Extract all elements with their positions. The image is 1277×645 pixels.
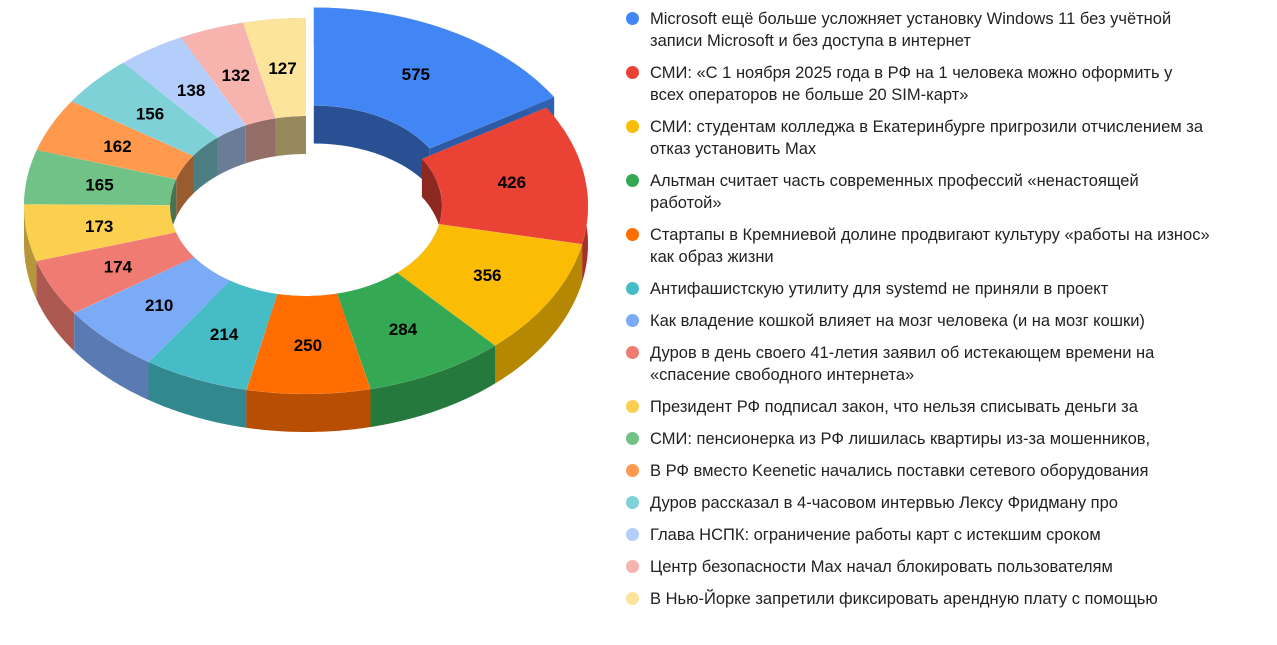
slice-value-label-10: 162 [103,137,131,156]
slice-inner-wall-1 [421,158,442,263]
slice-outer-wall-5 [148,362,247,428]
legend-label: Microsoft ещё больше усложняет установку… [650,10,1172,50]
slice-value-label-6: 210 [145,296,173,315]
legend-item-0[interactable]: Microsoft ещё больше усложняет установку… [626,8,1266,52]
legend-item-3[interactable]: Альтман считает часть современных профес… [626,170,1266,214]
slice-value-label-8: 173 [85,217,113,236]
legend-label: Дуров в день своего 41-летия заявил об и… [650,344,1155,384]
legend-label: СМИ: студентам колледжа в Екатеринбурге … [650,118,1203,158]
legend-item-4[interactable]: Стартапы в Кремниевой долине продвигают … [626,224,1266,268]
legend-color-dot-icon [626,496,639,509]
slice-value-label-13: 132 [222,66,250,85]
slice-value-label-7: 174 [104,258,133,277]
legend-color-dot-icon [626,346,639,359]
legend-label: Центр безопасности Max начал блокировать… [650,558,1113,576]
legend-label: Альтман считает часть современных профес… [650,172,1139,212]
slice-outer-wall-4 [246,389,371,432]
legend-item-11[interactable]: Дуров рассказал в 4-часовом интервью Лек… [626,492,1266,514]
donut-slice-0[interactable] [313,7,555,149]
legend-item-9[interactable]: СМИ: пенсионерка из РФ лишилась квартиры… [626,428,1266,450]
legend-color-dot-icon [626,592,639,605]
legend-label: Глава НСПК: ограничение работы карт с ис… [650,526,1101,544]
legend-color-dot-icon [626,12,639,25]
slice-value-label-12: 138 [177,81,205,100]
slice-value-label-4: 250 [294,336,322,355]
chart-legend: Microsoft ещё больше усложняет установку… [626,8,1266,620]
legend-color-dot-icon [626,464,639,477]
legend-item-1[interactable]: СМИ: «С 1 ноября 2025 года в РФ на 1 чел… [626,62,1266,106]
legend-item-7[interactable]: Дуров в день своего 41-летия заявил об и… [626,342,1266,386]
legend-color-dot-icon [626,228,639,241]
slice-outer-wall-2 [495,244,583,384]
slice-inner-wall-10 [176,155,193,218]
slice-inner-wall-14 [275,116,306,157]
donut-chart-svg: 575 426 356 284 250 214 210 174 173 165 162 156 138 1… [23,7,589,432]
slice-value-label-0: 575 [402,65,430,84]
legend-label: В Нью-Йорке запретили фиксировать арендн… [650,590,1158,608]
legend-color-dot-icon [626,432,639,445]
legend-item-12[interactable]: Глава НСПК: ограничение работы карт с ис… [626,524,1266,546]
slice-inner-wall-0 [313,105,430,187]
legend-label: Президент РФ подписал закон, что нельзя … [650,398,1138,416]
legend-label: Как владение кошкой влияет на мозг челов… [650,312,1145,330]
slice-outer-wall-7 [36,261,75,351]
legend-item-2[interactable]: СМИ: студентам колледжа в Екатеринбурге … [626,116,1266,160]
slice-value-label-5: 214 [210,325,239,344]
legend-item-6[interactable]: Как владение кошкой влияет на мозг челов… [626,310,1266,332]
legend-label: Антифашистскую утилиту для systemd не пр… [650,280,1109,298]
donut-value-labels: 575 426 356 284 250 214 210 174 173 165 162 156 138 1… [85,59,526,355]
slice-inner-wall-11 [193,137,218,194]
slice-value-label-14: 127 [268,59,296,78]
legend-label: СМИ: пенсионерка из РФ лишилась квартиры… [650,430,1151,448]
donut-slice-14[interactable] [242,17,307,119]
slice-inner-wall-13 [245,118,276,164]
slice-outer-wall-6 [74,313,149,400]
donut-chart: 575 426 356 284 250 214 210 174 173 165 162 156 138 1… [0,0,620,645]
legend-color-dot-icon [626,66,639,79]
legend-color-dot-icon [626,528,639,541]
legend-label: Стартапы в Кремниевой долине продвигают … [650,226,1210,266]
slice-outer-wall-3 [370,345,495,427]
legend-item-5[interactable]: Антифашистскую утилиту для systemd не пр… [626,278,1266,300]
legend-item-8[interactable]: Президент РФ подписал закон, что нельзя … [626,396,1266,418]
legend-label: В РФ вместо Keenetic начались поставки с… [650,462,1149,480]
legend-item-14[interactable]: В Нью-Йорке запретили фиксировать арендн… [626,588,1266,610]
legend-color-dot-icon [626,560,639,573]
slice-value-label-11: 156 [136,105,164,124]
legend-label: Дуров рассказал в 4-часовом интервью Лек… [650,494,1118,512]
legend-color-dot-icon [626,120,639,133]
slice-value-label-2: 356 [473,266,501,285]
slice-inner-wall-12 [217,125,246,176]
slice-value-label-9: 165 [85,175,113,194]
slice-value-label-1: 426 [498,173,526,192]
legend-color-dot-icon [626,174,639,187]
legend-label: СМИ: «С 1 ноября 2025 года в РФ на 1 чел… [650,64,1173,104]
legend-color-dot-icon [626,282,639,295]
slice-value-label-3: 284 [389,320,418,339]
slice-outer-wall-8 [24,204,37,299]
legend-item-13[interactable]: Центр безопасности Max начал блокировать… [626,556,1266,578]
legend-color-dot-icon [626,314,639,327]
legend-color-dot-icon [626,400,639,413]
legend-item-10[interactable]: В РФ вместо Keenetic начались поставки с… [626,460,1266,482]
donut-top-faces [23,7,589,395]
